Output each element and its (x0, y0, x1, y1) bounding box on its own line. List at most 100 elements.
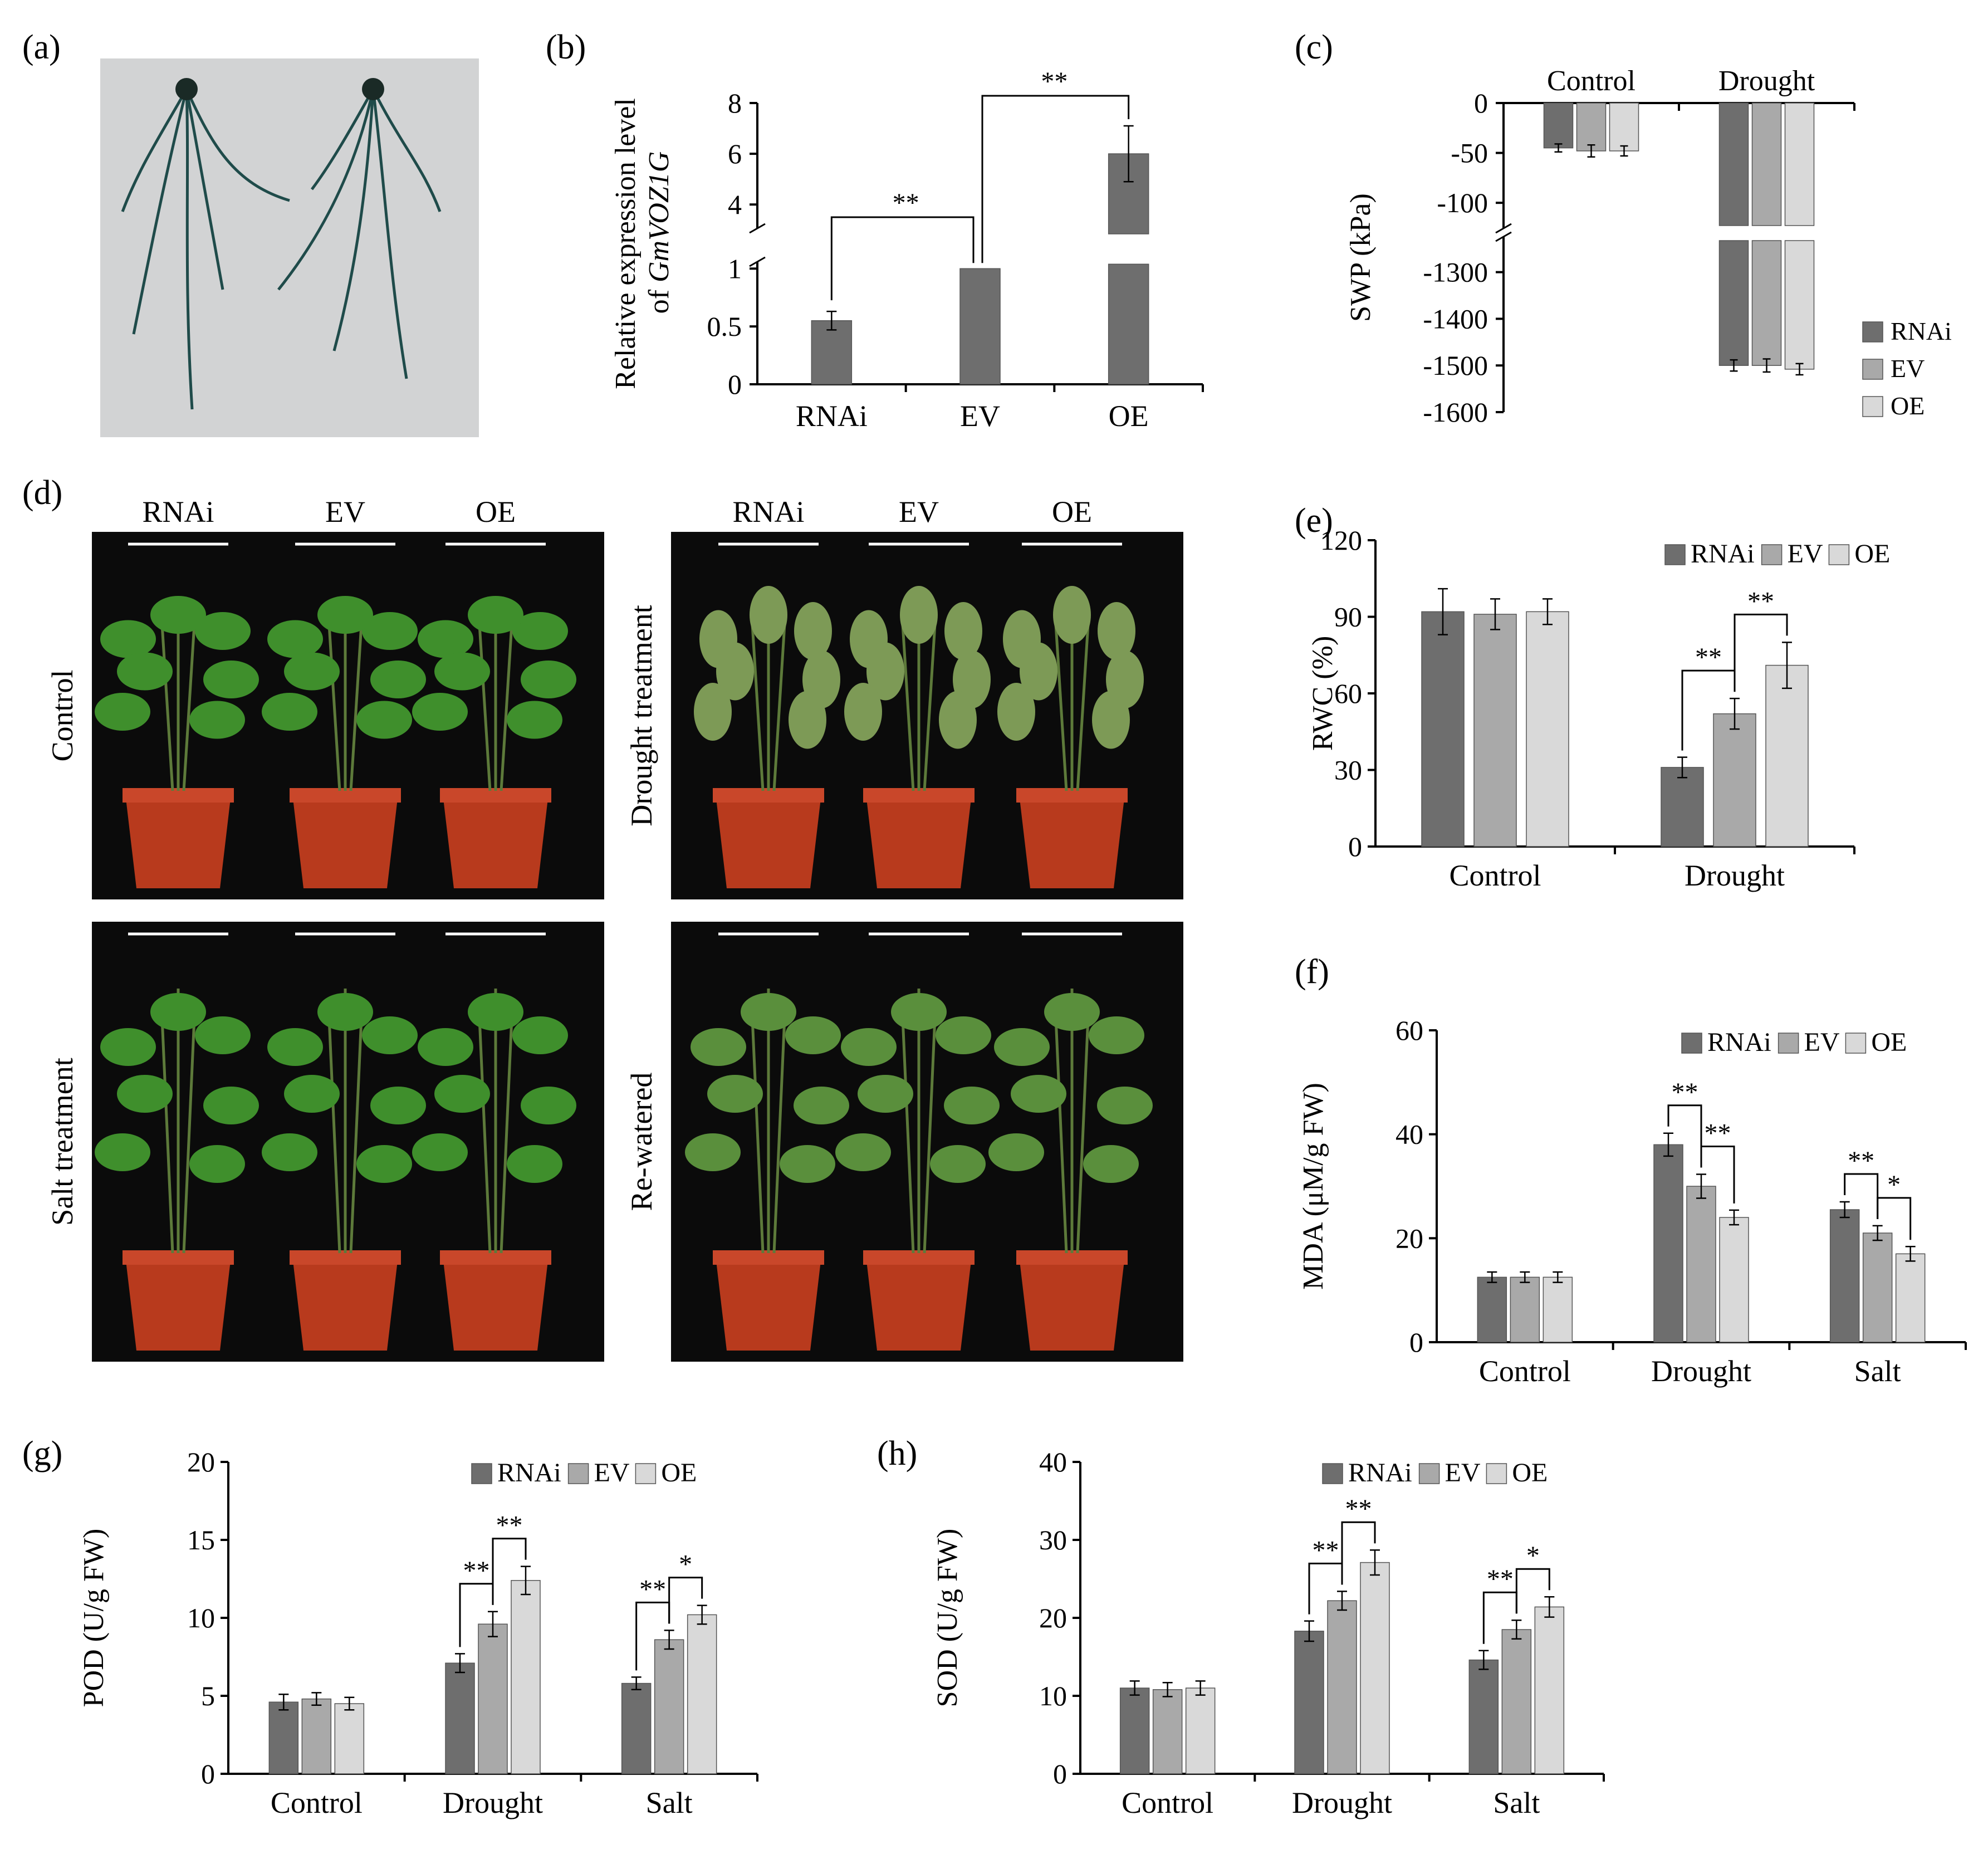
plant-leaf (412, 1133, 468, 1171)
y-tick-label: 15 (187, 1524, 215, 1555)
bar-rnai (268, 1701, 299, 1774)
pot (443, 1256, 549, 1351)
plant-leaf (1044, 993, 1100, 1031)
plant-leaf (794, 1087, 849, 1124)
bar (959, 268, 1001, 385)
pot (1019, 794, 1125, 888)
x-tick-label: Control (1547, 65, 1636, 97)
root-crown (362, 78, 384, 100)
y-tick-label: 30 (1334, 755, 1362, 786)
error-bar (278, 1693, 289, 1711)
significance-bracket: ** (981, 67, 1130, 263)
bar-rnai (1477, 1276, 1507, 1343)
x-tick-label: Control (1122, 1786, 1213, 1819)
significance-label: ** (1313, 1535, 1339, 1565)
plant-leaf (794, 602, 832, 660)
error-bar (1337, 1591, 1347, 1611)
bar-oe (334, 1703, 365, 1774)
plant-leaf (750, 586, 787, 644)
root-crown (175, 78, 198, 100)
plant-leaf (694, 683, 732, 741)
bar-rnai (1653, 1144, 1683, 1343)
x-tick-label: Salt (1493, 1786, 1540, 1819)
y-tick-label: -1600 (1423, 397, 1488, 428)
legend-label: RNAi (1891, 317, 1952, 345)
root-strand (371, 89, 408, 379)
error-bar (1730, 697, 1740, 730)
panel-a: (a) (22, 28, 479, 437)
y-tick-label: 20 (187, 1446, 215, 1478)
y-tick-label: 8 (728, 87, 742, 119)
plant-stem (1076, 1005, 1090, 1254)
plant-leaf (1089, 1016, 1144, 1054)
bar-oe (1765, 664, 1809, 847)
error-bar (1490, 598, 1500, 630)
plant-photo: Salt treatment (46, 922, 604, 1362)
plant-stem (900, 615, 915, 791)
plant-leaf (716, 642, 754, 701)
plant-leaf (262, 693, 317, 731)
bar-oe (1543, 1276, 1573, 1343)
column-label: EV (325, 495, 365, 529)
error-bar (1587, 144, 1595, 158)
legend-swatch (1862, 396, 1883, 417)
x-tick-label: Salt (1854, 1354, 1901, 1388)
y-tick-label: 60 (1395, 1015, 1423, 1046)
legend-label: RNAi (497, 1458, 561, 1488)
error-bar (1696, 1173, 1706, 1199)
bar-oe (1719, 1217, 1749, 1343)
y-tick-label: 120 (1320, 525, 1362, 556)
pot (125, 794, 231, 888)
bracket-line (1515, 1568, 1550, 1614)
significance-bracket: ** (1734, 586, 1788, 692)
legend: RNAi EV OE (1322, 1458, 1548, 1488)
bracket-line (1877, 1197, 1912, 1240)
significance-bracket: ** (1308, 1535, 1343, 1615)
panel-d: (d) RNAi EV OE RNAi EV OE Control Drought treatm… (22, 474, 1183, 1362)
plant-leaf (150, 596, 206, 634)
panel-letter: (f) (1295, 953, 1329, 991)
bar-ev (478, 1623, 508, 1774)
y-tick-label: 40 (1039, 1446, 1067, 1478)
plant-stem (160, 1005, 174, 1254)
plant-leaf (267, 620, 323, 658)
error-bar (1677, 756, 1687, 779)
plant-stem (923, 615, 937, 791)
significance-bracket: ** (492, 1511, 527, 1605)
x-tick-label: Salt (646, 1786, 693, 1819)
legend-swatch (1761, 544, 1783, 565)
error-bar (1762, 358, 1771, 373)
y-axis-label: SWP (kPa) (1345, 193, 1377, 322)
x-tick-label: Control (271, 1786, 363, 1819)
plant-leaf (412, 693, 468, 731)
plant-leaf (434, 1075, 490, 1113)
root-strand (121, 88, 188, 212)
plant-leaf (844, 683, 882, 741)
plant-leaf (521, 1087, 576, 1124)
bracket-line (1700, 1146, 1735, 1204)
significance-label: * (1887, 1170, 1901, 1200)
legend-label: OE (1512, 1458, 1548, 1488)
plant-stem (923, 1005, 937, 1254)
y-tick-label: 0 (1409, 1327, 1423, 1358)
plant-leaf (835, 1133, 891, 1171)
error-bar (455, 1653, 465, 1674)
y-axis-label: of GmVOZ1G (643, 151, 675, 314)
plant-leaf (785, 1016, 841, 1054)
significance-label: * (679, 1550, 692, 1579)
panel-letter: (h) (877, 1435, 917, 1473)
bar-rnai (1294, 1631, 1324, 1774)
legend-label: EV (1891, 354, 1925, 383)
legend-swatch (567, 1463, 589, 1484)
plant-leaf (1011, 1075, 1066, 1113)
plant-leaf (284, 652, 340, 691)
bracket-line (981, 95, 1130, 263)
bar-rnai (445, 1662, 475, 1774)
bracket-line (1734, 613, 1788, 692)
root-strand (371, 88, 442, 212)
significance-bracket: * (1515, 1541, 1550, 1614)
plant-leaf (100, 1028, 156, 1066)
error-bar (1795, 363, 1804, 376)
plant-leaf (100, 620, 156, 658)
plant-stem (500, 1005, 514, 1254)
